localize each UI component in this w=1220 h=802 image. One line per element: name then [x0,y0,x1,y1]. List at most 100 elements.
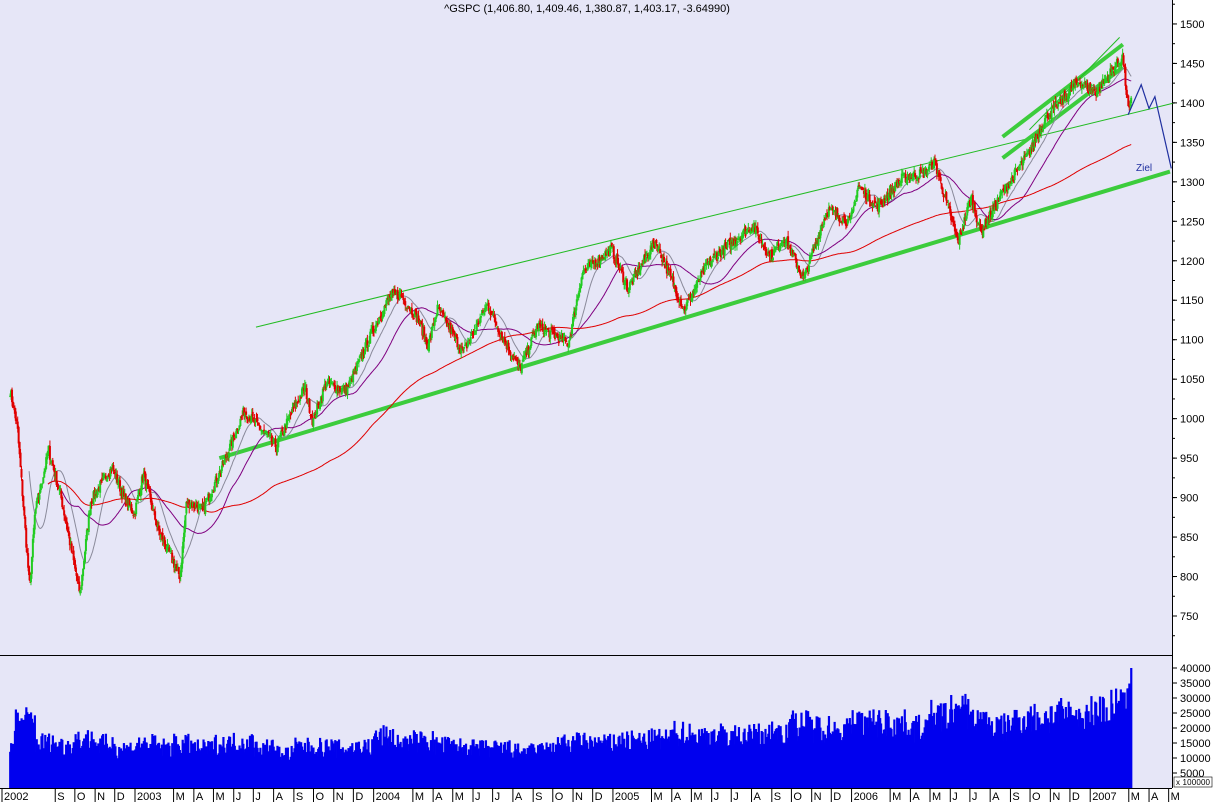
candle-body [558,334,561,342]
candle-body [1114,67,1117,73]
candle-body [318,404,321,410]
candle-body [382,313,385,318]
candle-body [1070,84,1073,92]
month-label: A [276,791,284,802]
candle-body [958,233,961,245]
candle-body [613,259,616,261]
month-label: M [415,791,424,802]
volume-tick-label: 30000 [1180,693,1211,705]
candle-body [745,231,748,234]
candle-body [266,434,269,436]
candle-body [209,497,212,503]
candle-body [77,578,80,581]
candle-body [771,249,774,260]
candle-body [921,169,924,173]
candle-body [159,534,162,537]
candle-body [374,324,377,332]
candle-body [445,317,448,321]
candle-body [903,173,906,175]
candle-body [237,429,240,432]
candle-body [65,521,68,530]
candle-body [1071,88,1074,91]
candle-body [927,169,930,171]
candle-body [1058,102,1061,104]
month-label: D [1072,791,1080,802]
candle-body [610,242,613,247]
candle-body [649,245,652,255]
candle-body [240,417,243,419]
candle-body [244,412,247,418]
candle-body [168,547,171,553]
candle-body [568,340,571,348]
candle-body [909,175,912,180]
month-label: M [693,791,702,802]
candle-body [577,292,580,298]
month-label: D [833,791,841,802]
candle-body [96,490,99,497]
candle-body [57,487,60,490]
candle-body [785,241,788,244]
candle-body [130,504,133,512]
candle-body [340,387,343,395]
candle-body [942,194,945,198]
candle-body [105,480,108,482]
candle-body [950,211,953,221]
candle-body [78,581,81,592]
candle-body [295,401,298,408]
candle-body [85,529,88,541]
candle-body [477,323,480,325]
candle-body [953,223,956,232]
candle-body [413,310,416,318]
price-tick-label: 1500 [1180,19,1204,31]
candle-body [789,246,792,249]
candle-body [609,244,612,249]
candle-body [503,337,506,343]
candle-body [372,325,375,333]
candle-body [290,412,293,414]
candle-body [991,206,994,218]
candle-body [787,236,790,250]
candle-body [628,282,631,290]
candle-body [285,418,288,429]
candle-body [645,253,648,256]
candle-body [256,418,259,422]
candle-body [585,268,588,271]
candle-body [549,330,552,339]
candle-body [223,459,226,465]
candle-body [462,349,465,351]
candle-body [784,243,787,245]
candle-body [19,452,22,468]
candle-body [551,326,554,331]
candle-body [831,206,834,211]
candle-body [556,336,559,339]
candle-body [370,330,373,334]
candle-body [746,228,749,231]
candle-body [761,243,764,246]
candle-body [1055,102,1058,104]
candle-body [685,302,688,310]
candle-body [562,338,565,341]
candle-body [905,179,908,183]
candle-body [565,340,568,342]
candle-body [574,307,577,316]
candle-body [404,301,407,306]
candle-body [101,476,104,478]
volume-tick-label: 10000 [1180,753,1211,765]
month-label: S [296,791,303,802]
candle-body [388,295,391,302]
candle-body [327,379,330,382]
candle-body [216,481,219,483]
candle-body [1045,112,1048,114]
candle-body [680,298,683,307]
candle-body [705,263,708,265]
candle-body [249,420,252,423]
candle-body [428,335,431,340]
candle-body [809,256,812,258]
month-label: N [336,791,344,802]
candle-body [1128,105,1131,108]
month-label: N [97,791,105,802]
candle-body [810,252,813,257]
candle-body [707,261,710,266]
candle-body [181,546,184,564]
candle-body [197,504,200,511]
